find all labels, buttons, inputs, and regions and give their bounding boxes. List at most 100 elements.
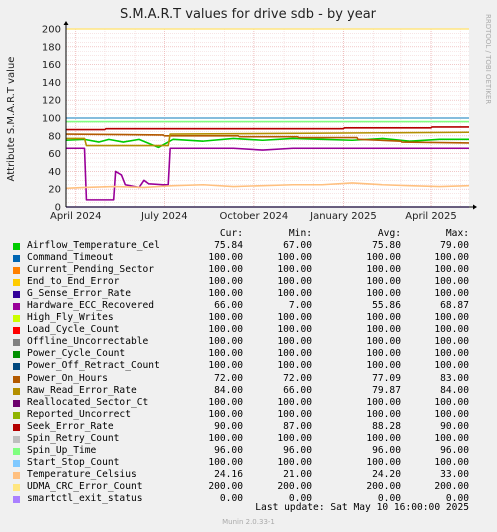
y-tick-label: 60 — [48, 149, 61, 160]
legend-item: Start_Stop_Count 100.00 100.00 100.00 100.00 — [0, 457, 497, 469]
legend-item: Airflow_Temperature_Cel 75.84 67.00 75.80 79… — [0, 240, 497, 252]
legend-item-min: 100.00 — [277, 264, 312, 276]
y-axis-label: Attribute S.M.A.R.T value — [6, 57, 17, 182]
y-tick-label: 80 — [48, 131, 61, 142]
legend-item-name: Reported_Uncorrect — [27, 408, 131, 420]
legend-item-name: Airflow_Temperature_Cel — [27, 240, 160, 251]
legend-item-max: 100.00 — [434, 288, 469, 300]
legend-item: smartctl_exit_status 0.00 0.00 0.00 0.00 — [0, 493, 497, 505]
legend-item-name: Power_On_Hours — [27, 372, 108, 384]
legend-item-cur: 66.00 — [214, 300, 243, 312]
legend-item: Seek_Error_Rate 90.00 87.00 88.28 90.00 — [0, 421, 497, 433]
chart: S.M.A.R.T values for drive sdb - by year… — [6, 7, 492, 222]
legend-swatch — [13, 399, 20, 407]
legend-item-max: 100.00 — [434, 396, 469, 408]
legend-item-min: 7.00 — [288, 300, 312, 312]
legend-item-max: 100.00 — [434, 336, 469, 348]
legend-item-max: 84.00 — [440, 384, 469, 396]
y-ticks: 0 20 40 60 80 100 120 140 160 180 200 — [42, 25, 61, 214]
legend-item: Reported_Uncorrect 100.00 100.00 100.00 100.… — [0, 409, 497, 421]
legend-swatch — [13, 267, 20, 275]
legend-swatch — [13, 303, 20, 311]
legend-item-avg: 100.00 — [366, 252, 401, 264]
legend-item-cur: 100.00 — [208, 456, 243, 468]
legend-item-max: 100.00 — [434, 324, 469, 336]
legend-item-cur: 100.00 — [208, 432, 243, 444]
legend-item: Command_Timeout 100.00 100.00 100.00 100.00 — [0, 252, 497, 264]
legend-swatch — [13, 483, 20, 491]
legend-item: Power_On_Hours 72.00 72.00 77.09 83.00 — [0, 373, 497, 385]
legend-item-min: 100.00 — [277, 360, 312, 372]
legend-item-name: End_to_End_Error — [27, 276, 120, 288]
legend-item-max: 100.00 — [434, 348, 469, 360]
series-line — [66, 147, 469, 201]
legend-item-name: Spin_Up_Time — [27, 444, 97, 456]
legend-item: Current_Pending_Sector 100.00 100.00 100.00… — [0, 264, 497, 276]
legend-item: Offline_Uncorrectable 100.00 100.00 100.00 1… — [0, 336, 497, 348]
legend-item-min: 96.00 — [283, 444, 312, 456]
legend-item-cur: 200.00 — [208, 480, 243, 492]
legend-item-cur: 75.84 — [214, 240, 243, 251]
legend-item-name: Power_Off_Retract_Count — [27, 360, 160, 372]
legend-item: Power_Cycle_Count 100.00 100.00 100.00 100.0… — [0, 348, 497, 360]
legend-item-avg: 100.00 — [366, 336, 401, 348]
chart-title: S.M.A.R.T values for drive sdb - by year — [120, 7, 377, 22]
legend-swatch — [13, 279, 20, 287]
legend-item-name: Temperature_Celsius — [27, 468, 137, 480]
legend-item-avg: 79.87 — [372, 384, 401, 396]
legend-item-max: 33.00 — [440, 468, 469, 480]
series-line — [66, 126, 469, 131]
legend-swatch — [13, 351, 20, 359]
legend-item-min: 100.00 — [277, 288, 312, 300]
legend-header-min: Min: — [288, 228, 312, 239]
y-tick-label: 160 — [42, 60, 61, 71]
legend-item-avg: 88.28 — [372, 420, 401, 432]
legend-swatch — [13, 387, 20, 395]
legend-item-max: 100.00 — [434, 252, 469, 264]
legend-swatch — [13, 315, 20, 323]
legend-item-name: Seek_Error_Rate — [27, 420, 114, 432]
legend-item-max: 100.00 — [434, 264, 469, 276]
legend-header-cur: Cur: — [219, 228, 243, 239]
legend-item-name: Start_Stop_Count — [27, 456, 120, 468]
y-tick-label: 140 — [42, 78, 61, 89]
legend-item-cur: 100.00 — [208, 396, 243, 408]
legend-item-cur: 84.00 — [214, 384, 243, 396]
x-tick-label: April 2024 — [50, 211, 101, 222]
legend-item-max: 100.00 — [434, 276, 469, 288]
series-line — [65, 182, 470, 190]
legend-item-avg: 100.00 — [366, 360, 401, 372]
last-update: Last update: Sat May 10 16:00:00 2025 — [255, 502, 469, 513]
legend-item-cur: 100.00 — [208, 348, 243, 360]
x-tick-label: January 2025 — [309, 211, 377, 222]
y-tick-label: 100 — [42, 114, 61, 125]
rrdtool-brand: RRDTOOL / TOBI OETIKER — [484, 14, 492, 104]
legend-item-max: 100.00 — [434, 456, 469, 468]
legend-item: Power_Off_Retract_Count 100.00 100.00 100.0… — [0, 360, 497, 372]
legend-item-min: 100.00 — [277, 336, 312, 348]
legend-item: Load_Cycle_Count 100.00 100.00 100.00 100.00 — [0, 324, 497, 336]
legend-swatch — [13, 339, 20, 347]
legend-item-avg: 100.00 — [366, 264, 401, 276]
legend-item-cur: 100.00 — [208, 288, 243, 300]
legend-item: UDMA_CRC_Error_Count 200.00 200.00 200.00 20… — [0, 481, 497, 493]
y-tick-label: 120 — [42, 96, 61, 107]
legend-item: End_to_End_Error 100.00 100.00 100.00 100.00 — [0, 276, 497, 288]
legend-item-cur: 100.00 — [208, 276, 243, 288]
legend-swatch — [13, 423, 20, 431]
legend-item: G_Sense_Error_Rate 100.00 100.00 100.00 100.… — [0, 288, 497, 300]
legend-item-max: 100.00 — [434, 408, 469, 420]
legend-item-max: 79.00 — [440, 240, 469, 251]
legend-item-cur: 72.00 — [214, 372, 243, 384]
legend-item-min: 100.00 — [277, 324, 312, 336]
legend: Cur: Min: Avg: Max: Airflow_Temperature_… — [0, 227, 497, 505]
legend-item-cur: 100.00 — [208, 360, 243, 372]
legend-item-cur: 24.16 — [214, 468, 243, 480]
legend-swatch — [13, 327, 20, 335]
legend-item-min: 72.00 — [283, 372, 312, 384]
legend-item-max: 0.00 — [445, 492, 469, 504]
legend-swatch — [13, 411, 20, 419]
legend-rows: Airflow_Temperature_Cel 75.84 67.00 75.80 79… — [0, 240, 497, 505]
y-tick-label: 40 — [48, 167, 61, 178]
legend-item-name: Load_Cycle_Count — [27, 324, 120, 336]
